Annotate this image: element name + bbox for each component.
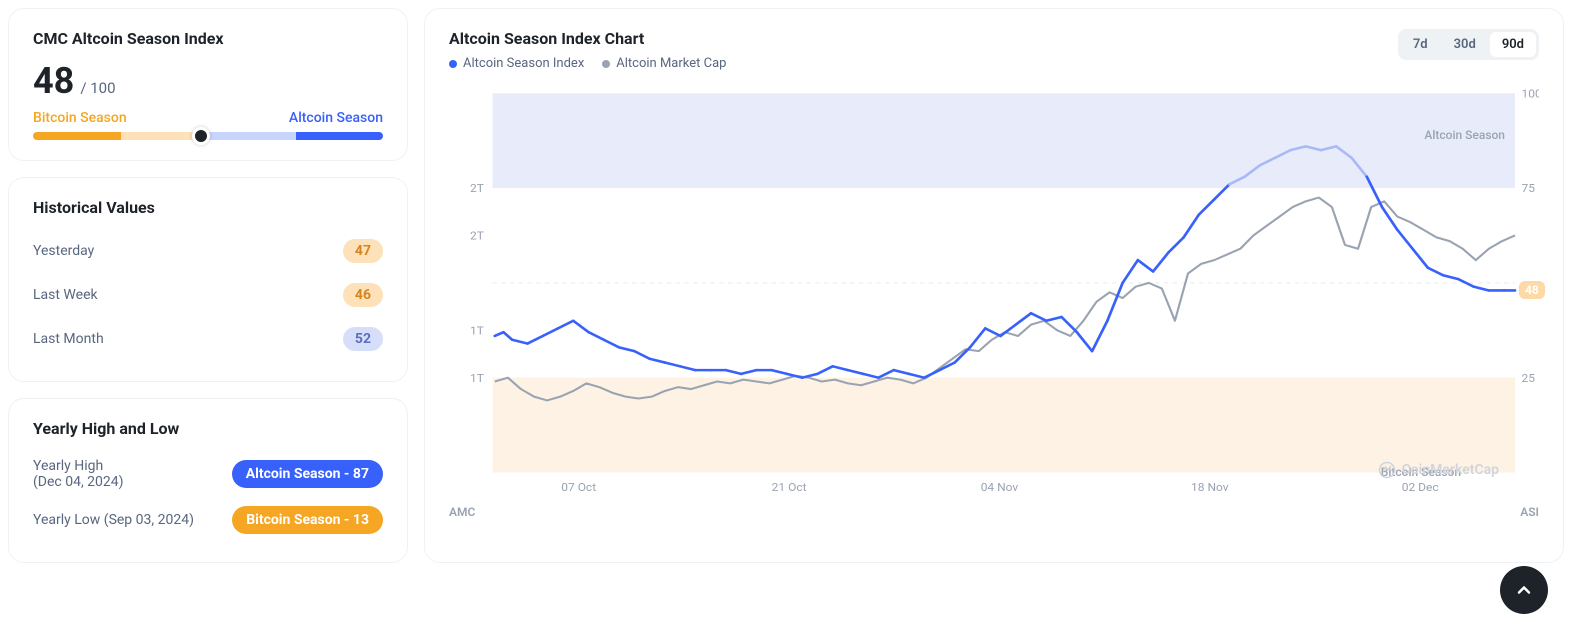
svg-text:1T: 1T (470, 371, 484, 385)
svg-text:100: 100 (1522, 87, 1539, 101)
historical-label: Last Week (33, 287, 98, 303)
season-slider (33, 132, 383, 140)
chart-area: 2T 2T 1T 1T 100 75 25 07 Oct 21 Oct 04 Nov 18 Nov 0… (449, 83, 1539, 533)
altcoin-season-label: Altcoin Season (289, 110, 383, 126)
historical-badge: 47 (343, 239, 383, 263)
slider-indicator (192, 127, 210, 145)
yearly-high-low-card: Yearly High and Low Yearly High (Dec 04,… (8, 398, 408, 563)
legend-item: Altcoin Market Cap (602, 56, 726, 71)
range-button-30d[interactable]: 30d (1442, 32, 1488, 57)
svg-text:2T: 2T (470, 182, 484, 196)
range-button-90d[interactable]: 90d (1490, 32, 1536, 57)
range-button-7d[interactable]: 7d (1401, 32, 1440, 57)
yearly-title: Yearly High and Low (33, 419, 383, 438)
historical-title: Historical Values (33, 198, 383, 217)
yearly-low-label: Yearly Low (Sep 03, 2024) (33, 512, 194, 528)
yearly-high-pill: Altcoin Season - 87 (232, 460, 383, 488)
scroll-top-button[interactable] (1500, 566, 1548, 614)
coinmarketcap-icon (1378, 461, 1396, 479)
range-selector: 7d30d90d (1398, 29, 1539, 60)
historical-badge: 52 (343, 327, 383, 351)
svg-text:07 Oct: 07 Oct (561, 480, 596, 493)
chevron-up-icon (1514, 580, 1534, 600)
historical-values-card: Historical Values Yesterday 47 Last Week 46… (8, 177, 408, 382)
current-value-badge: 48 (1519, 281, 1545, 299)
historical-row: Yesterday 47 (33, 229, 383, 273)
altcoin-zone-label: Altcoin Season (1424, 128, 1505, 142)
chart-svg: 2T 2T 1T 1T 100 75 25 07 Oct 21 Oct 04 Nov 18 Nov 0… (449, 83, 1539, 493)
chart-card: Altcoin Season Index Chart Altcoin Seaso… (424, 8, 1564, 563)
legend-dot (449, 60, 457, 68)
svg-text:21 Oct: 21 Oct (772, 480, 807, 493)
historical-row: Last Month 52 (33, 317, 383, 361)
historical-badge: 46 (343, 283, 383, 307)
svg-text:2T: 2T (470, 229, 484, 243)
yearly-low-pill: Bitcoin Season - 13 (232, 506, 383, 534)
watermark: CoinMarketCap (1378, 461, 1499, 479)
bitcoin-season-label: Bitcoin Season (33, 110, 127, 126)
svg-text:04 Nov: 04 Nov (981, 480, 1019, 493)
svg-text:1T: 1T (470, 324, 484, 338)
svg-text:75: 75 (1522, 182, 1536, 196)
legend-dot (602, 60, 610, 68)
svg-text:25: 25 (1522, 371, 1536, 385)
chart-title: Altcoin Season Index Chart (449, 29, 726, 48)
svg-text:02 Dec: 02 Dec (1402, 480, 1439, 493)
index-title: CMC Altcoin Season Index (33, 29, 383, 48)
historical-row: Last Week 46 (33, 273, 383, 317)
legend-item: Altcoin Season Index (449, 56, 584, 71)
index-denom: / 100 (80, 79, 115, 97)
chart-legend: Altcoin Season Index Altcoin Market Cap (449, 56, 726, 71)
index-value: 48 (33, 60, 74, 102)
left-axis-label: AMC (449, 505, 475, 519)
historical-label: Last Month (33, 331, 104, 347)
historical-label: Yesterday (33, 243, 94, 259)
index-summary-card: CMC Altcoin Season Index 48 / 100 Bitcoi… (8, 8, 408, 161)
yearly-high-label: Yearly High (Dec 04, 2024) (33, 458, 124, 490)
right-axis-label: ASI (1520, 505, 1539, 519)
svg-text:18 Nov: 18 Nov (1191, 480, 1229, 493)
